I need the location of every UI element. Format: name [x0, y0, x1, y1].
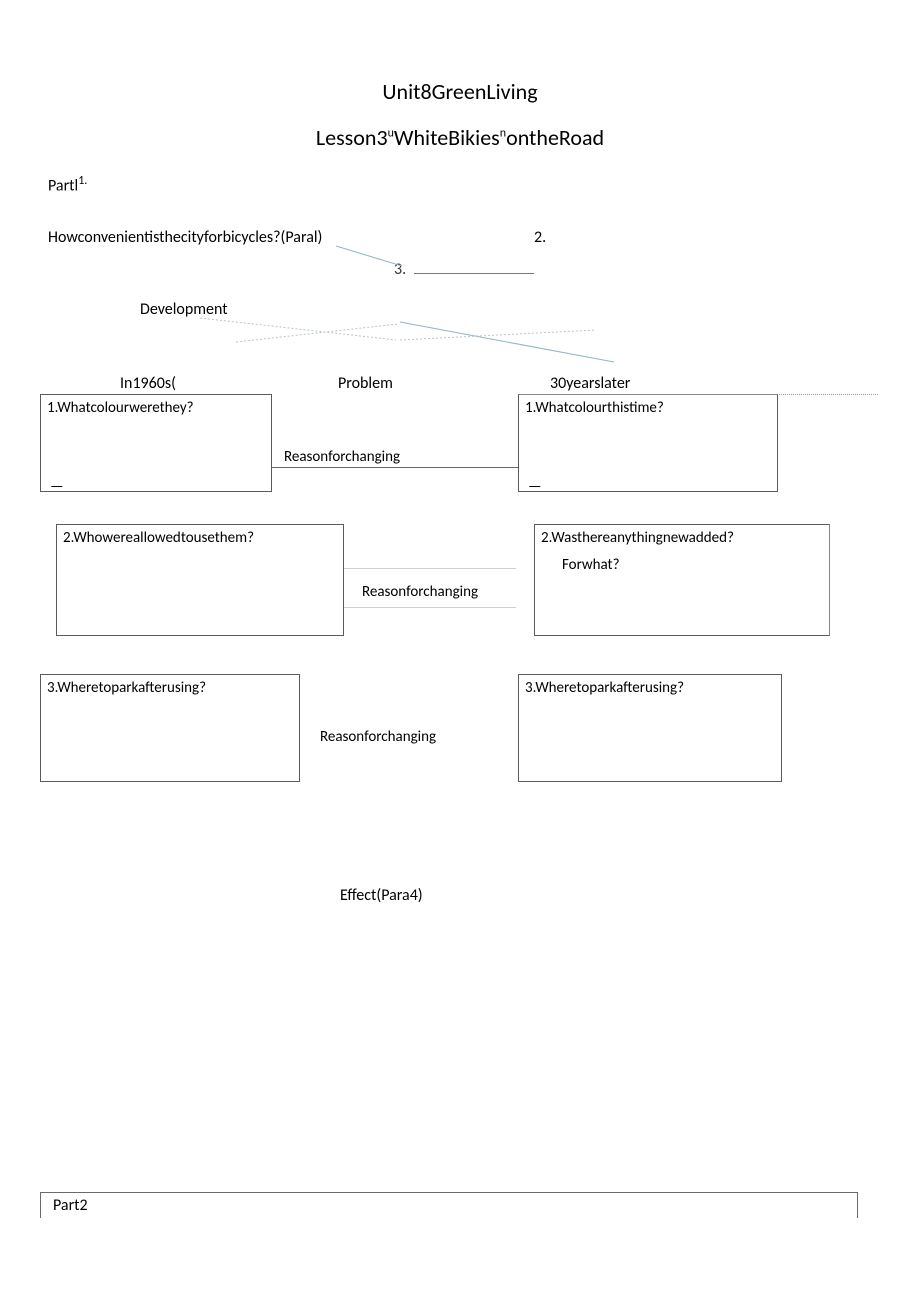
q2-left-text: 2.Whowereallowedtousethem? — [63, 529, 254, 547]
development-label: Development — [140, 300, 228, 319]
item-3: 3. — [394, 260, 406, 279]
part1-sup: 1. — [78, 174, 87, 188]
q1-left-text: 1.Whatcolourwerethey? — [47, 399, 194, 417]
part2-label: Part2 — [53, 1196, 88, 1215]
box-1960-q1: 1.Whatcolourwerethey? — [40, 394, 272, 492]
part1-text: Partl — [48, 176, 78, 195]
q1-right-text: 1.Whatcolourthistime? — [525, 399, 664, 417]
lesson-title: Lesson3uWhiteBikiesnontheRoad — [0, 124, 920, 151]
unit-title: Unit8GreenLiving — [0, 78, 920, 105]
main-question: Howconvenientisthecityforbicycles?(Paral… — [48, 228, 322, 247]
reason-label-2: Reasonforchanging — [362, 583, 478, 601]
item-2: 2. — [534, 228, 546, 247]
box-1960-q3: 3.Wheretoparkafterusing? — [40, 674, 300, 782]
effect-label: Effect(Para4) — [340, 886, 423, 905]
lesson-pre: Lesson3 — [316, 124, 388, 151]
box-30years-q2: 2.Wasthereanythingnewadded? — [534, 524, 830, 636]
box-1960-q2: 2.Whowereallowedtousethem? — [56, 524, 344, 636]
part1-label: Partl1. — [48, 174, 87, 195]
lesson-mid: WhiteBikies — [394, 124, 500, 151]
q3-left-text: 3.Wheretoparkafterusing? — [47, 679, 206, 697]
q3-right-text: 3.Wheretoparkafterusing? — [525, 679, 684, 697]
col-header-1960s: In1960s( — [120, 374, 176, 393]
q2-right-sub: Forwhat? — [562, 556, 620, 574]
connector-lines — [0, 0, 920, 400]
reason-line-1 — [272, 467, 518, 468]
box-30years-q3: 3.Wheretoparkafterusing? — [518, 674, 782, 782]
col-header-problem: Problem — [338, 374, 393, 393]
col-header-30years: 30yearslater — [550, 374, 630, 393]
dash-left-1: — — [50, 478, 64, 496]
blank-line-3 — [414, 273, 534, 274]
part2-box: Part2 — [40, 1192, 858, 1218]
reason-label-3: Reasonforchanging — [320, 728, 436, 746]
box-30years-q1: 1.Whatcolourthistime? — [518, 394, 778, 492]
reason-label-1: Reasonforchanging — [284, 448, 400, 466]
dash-right-1: — — [528, 478, 542, 496]
lesson-post: ontheRoad — [506, 124, 604, 151]
q2-right-text: 2.Wasthereanythingnewadded? — [541, 529, 734, 547]
